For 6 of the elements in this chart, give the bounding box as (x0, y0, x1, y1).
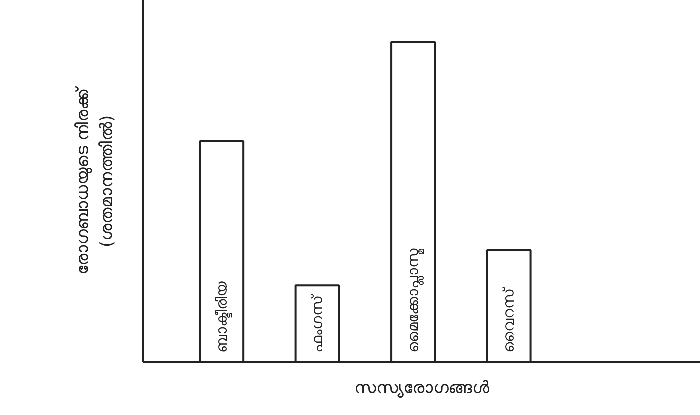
x-tick-label: മൈക്കോപ്ലാസ്മ (404, 248, 424, 353)
y-axis-title: രോഗബാധയുടെ നിരക്ക് (ശതമാനത്തിൽ) (74, 86, 118, 276)
x-tick-label: ബാക്ടീരിയ (212, 280, 233, 353)
x-tick-label: ഫംഗസ് (308, 292, 327, 353)
x-tick-label: വൈറസ് (500, 286, 518, 353)
x-axis-title: സസ്യരോഗങ്ങൾ (354, 378, 490, 398)
